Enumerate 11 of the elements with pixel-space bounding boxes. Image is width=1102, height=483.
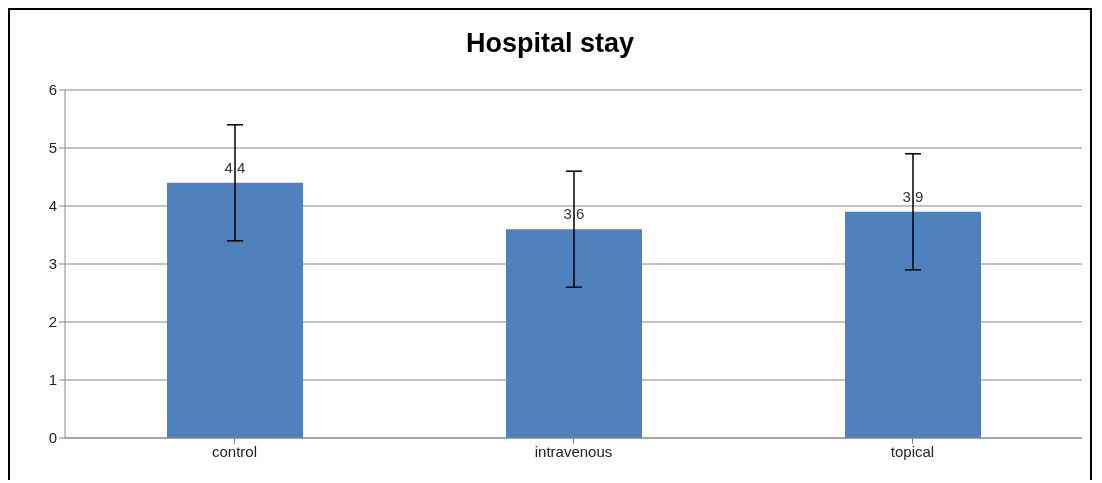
x-tick-label: intravenous [534, 442, 613, 460]
y-tick-label: 4 [48, 197, 57, 215]
y-tick-label: 5 [48, 139, 57, 157]
x-tick-label: control [211, 442, 258, 460]
y-tick-label: 0 [48, 429, 57, 447]
y-tick-label: 2 [48, 313, 57, 331]
x-tick-label: topical [890, 442, 935, 460]
y-tick-label: 1 [48, 371, 57, 389]
y-tick-label: 6 [48, 81, 57, 99]
chart-title: Hospital stay [464, 28, 636, 59]
y-tick-label: 3 [48, 255, 57, 273]
